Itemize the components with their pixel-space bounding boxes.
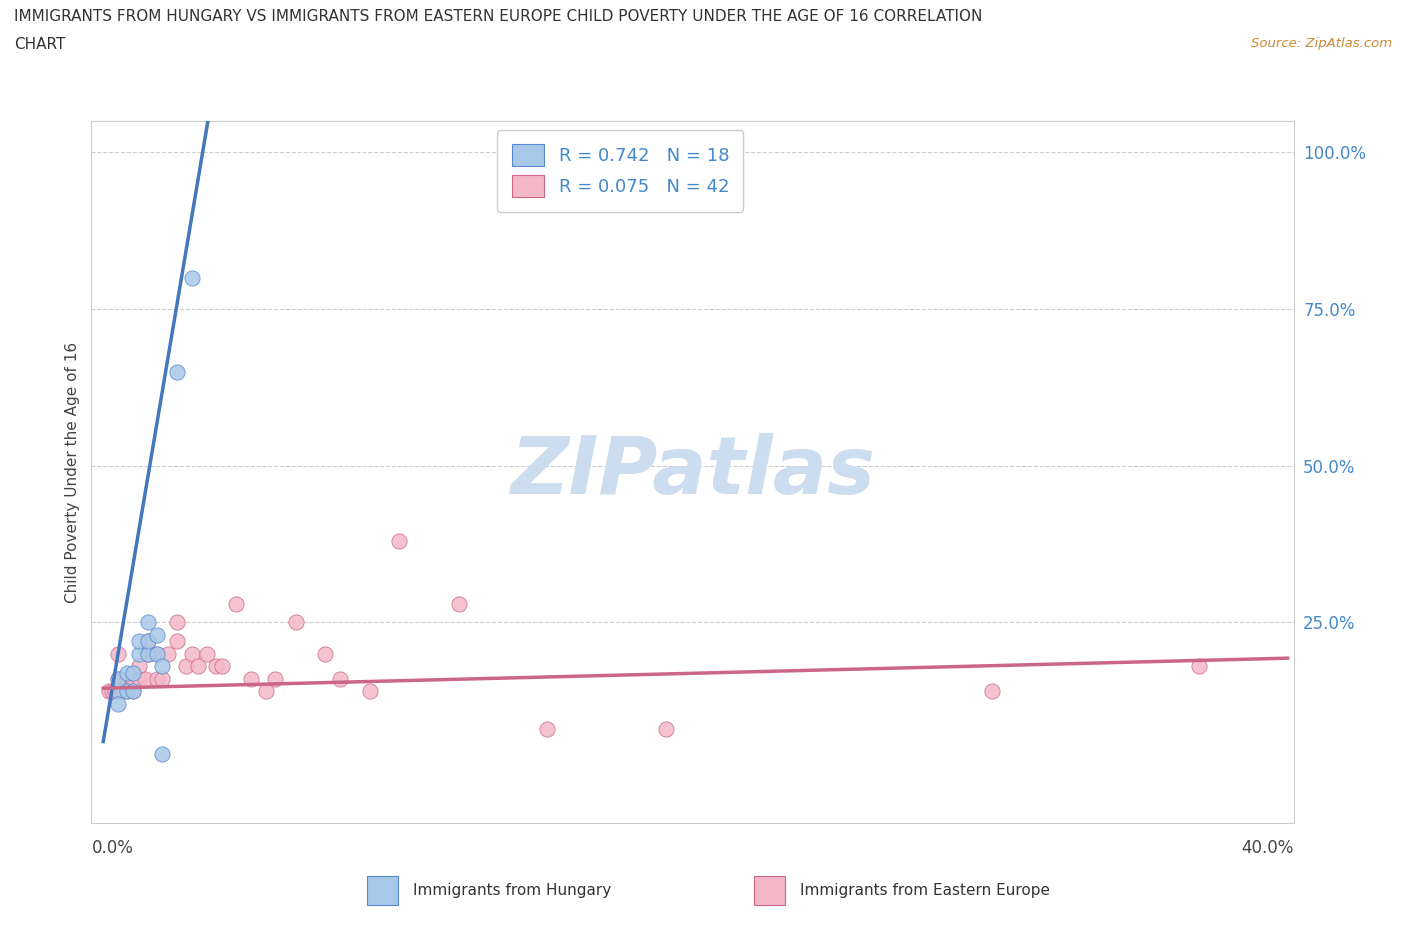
- Legend: R = 0.742   N = 18, R = 0.075   N = 42: R = 0.742 N = 18, R = 0.075 N = 42: [498, 130, 744, 212]
- Text: Immigrants from Hungary: Immigrants from Hungary: [413, 883, 612, 898]
- Text: IMMIGRANTS FROM HUNGARY VS IMMIGRANTS FROM EASTERN EUROPE CHILD POVERTY UNDER TH: IMMIGRANTS FROM HUNGARY VS IMMIGRANTS FR…: [14, 9, 983, 24]
- Point: [254, 684, 277, 698]
- Point: [181, 646, 204, 661]
- Point: [195, 646, 218, 661]
- Point: [240, 671, 263, 686]
- Point: [145, 671, 167, 686]
- FancyBboxPatch shape: [754, 876, 785, 905]
- Point: [284, 615, 307, 630]
- Point: [110, 684, 132, 698]
- Point: [121, 671, 143, 686]
- Point: [152, 658, 174, 673]
- Point: [136, 634, 159, 649]
- Text: 40.0%: 40.0%: [1241, 839, 1294, 857]
- Point: [152, 671, 174, 686]
- Point: [166, 634, 188, 649]
- Point: [174, 658, 197, 673]
- Point: [110, 671, 132, 686]
- Point: [104, 684, 127, 698]
- Text: 0.0%: 0.0%: [91, 839, 134, 857]
- Point: [121, 684, 143, 698]
- Point: [1188, 658, 1211, 673]
- Point: [115, 665, 138, 680]
- Point: [115, 684, 138, 698]
- Point: [98, 684, 121, 698]
- Text: CHART: CHART: [14, 37, 66, 52]
- Point: [136, 646, 159, 661]
- Point: [128, 671, 150, 686]
- Point: [128, 658, 150, 673]
- Point: [145, 628, 167, 643]
- Point: [166, 365, 188, 379]
- Point: [655, 722, 678, 737]
- Point: [264, 671, 287, 686]
- Point: [145, 646, 167, 661]
- Text: Immigrants from Eastern Europe: Immigrants from Eastern Europe: [800, 883, 1050, 898]
- Point: [388, 534, 411, 549]
- Point: [166, 615, 188, 630]
- Point: [181, 271, 204, 286]
- Point: [107, 646, 129, 661]
- Point: [121, 684, 143, 698]
- Text: ZIPatlas: ZIPatlas: [510, 433, 875, 511]
- Point: [136, 646, 159, 661]
- Point: [107, 671, 129, 686]
- Y-axis label: Child Poverty Under the Age of 16: Child Poverty Under the Age of 16: [65, 341, 80, 603]
- Point: [359, 684, 381, 698]
- Point: [329, 671, 352, 686]
- Point: [136, 634, 159, 649]
- Point: [152, 747, 174, 762]
- Point: [107, 671, 129, 686]
- Point: [107, 697, 129, 711]
- Point: [225, 596, 247, 611]
- Point: [128, 634, 150, 649]
- Point: [115, 684, 138, 698]
- Point: [447, 596, 470, 611]
- Point: [107, 684, 129, 698]
- Point: [980, 684, 1002, 698]
- Point: [536, 722, 558, 737]
- Text: Source: ZipAtlas.com: Source: ZipAtlas.com: [1251, 37, 1392, 50]
- Point: [157, 646, 180, 661]
- Point: [115, 671, 138, 686]
- Point: [134, 671, 156, 686]
- Point: [101, 684, 124, 698]
- Point: [211, 658, 233, 673]
- Point: [314, 646, 336, 661]
- Point: [136, 615, 159, 630]
- Point: [204, 658, 226, 673]
- Point: [187, 658, 209, 673]
- Point: [121, 665, 143, 680]
- Point: [145, 646, 167, 661]
- Point: [128, 646, 150, 661]
- FancyBboxPatch shape: [367, 876, 398, 905]
